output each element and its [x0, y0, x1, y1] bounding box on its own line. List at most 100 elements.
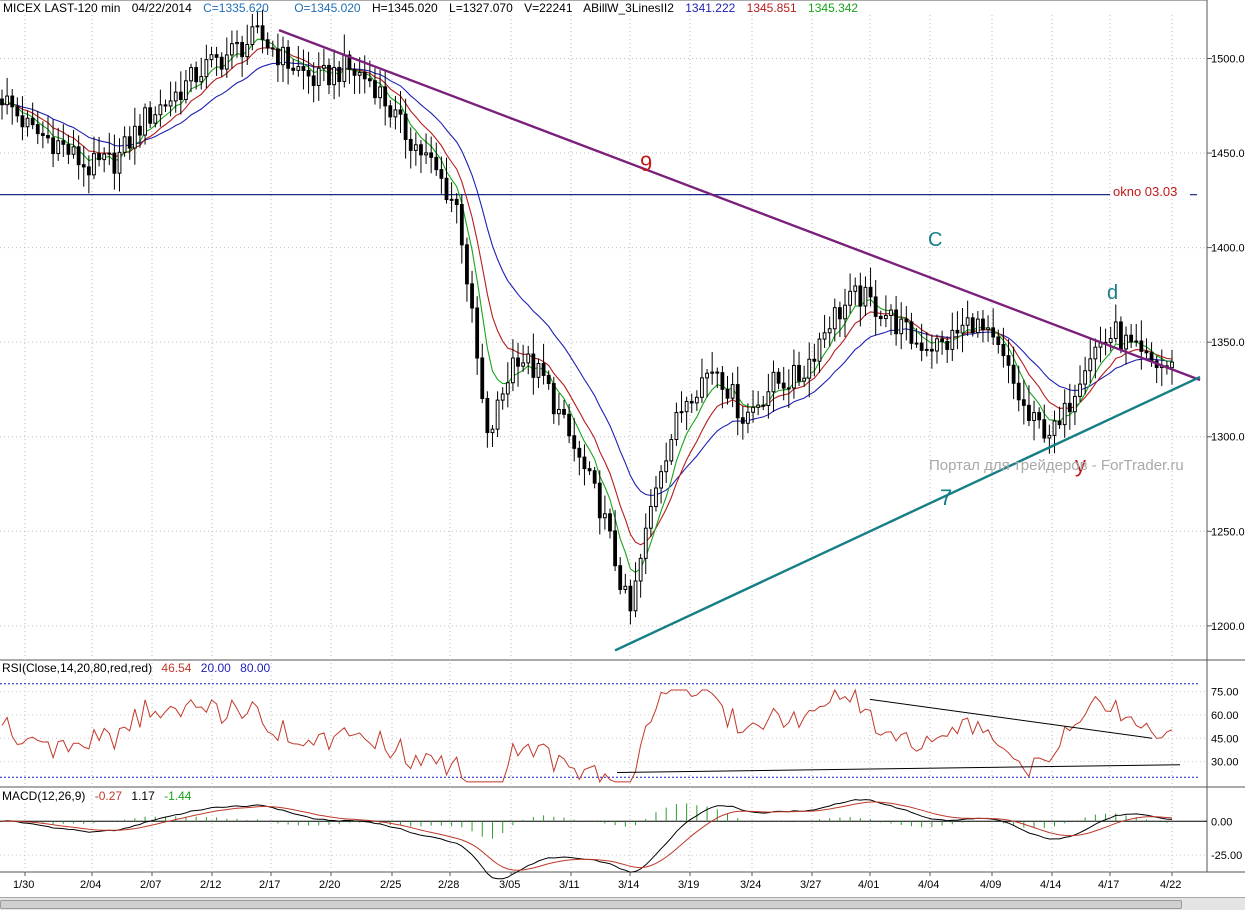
candle-body	[674, 412, 679, 440]
candle-body	[797, 364, 801, 382]
candle-body	[1139, 340, 1144, 352]
candle-body	[352, 68, 357, 76]
candle-body	[30, 117, 35, 126]
candle-body	[664, 460, 669, 473]
date-tick-label: 3/11	[559, 879, 580, 891]
candle-body	[541, 362, 546, 376]
candle-body	[219, 56, 224, 70]
candle-body	[572, 435, 577, 449]
candle-body	[679, 411, 684, 414]
ma-blue-line	[1, 61, 1173, 497]
trendline-7	[614, 375, 1201, 652]
candle-body	[914, 342, 919, 345]
candle-body	[393, 109, 398, 118]
candle-body	[260, 25, 265, 41]
candle-body	[945, 340, 950, 350]
candle-body	[71, 146, 76, 155]
date-tick-label: 4/14	[1040, 879, 1061, 891]
candle-body	[378, 86, 382, 99]
candle-body	[659, 471, 663, 489]
horizontal-scrollbar[interactable]	[0, 897, 1245, 910]
candle-body	[562, 408, 566, 415]
candle-body	[153, 114, 158, 124]
date-tick-label: 2/17	[259, 879, 280, 891]
candle-body	[383, 86, 388, 107]
candle-body	[567, 413, 572, 437]
candle-body	[827, 328, 832, 334]
watermark: Портал для трейдеров - ForTrader.ru	[929, 457, 1184, 474]
candle-body	[623, 585, 628, 590]
candle-body	[1057, 420, 1062, 426]
date-tick-label: 2/04	[80, 879, 101, 891]
candle-body	[924, 348, 929, 351]
candle-body	[132, 125, 137, 149]
rsi-label: RSI(Close,14,20,80,red,red)	[2, 661, 152, 675]
wave-c-label: C	[928, 229, 942, 251]
candle-body	[35, 124, 40, 135]
candle-body	[214, 54, 219, 58]
candle-body	[270, 47, 275, 50]
candle-body	[1032, 412, 1036, 421]
rsi-tick-label: 45.00	[1211, 733, 1239, 745]
candle-body	[209, 54, 214, 61]
candle-body	[439, 169, 444, 179]
candle-body	[715, 371, 720, 374]
candle-body	[996, 336, 1001, 346]
candle-body	[526, 353, 531, 364]
candle-body	[929, 348, 934, 352]
candle-body	[138, 125, 142, 136]
candle-body	[265, 39, 270, 49]
price-tick-label: 1350.00	[1211, 337, 1245, 349]
wave-7-label: 7	[940, 485, 952, 510]
candle-body	[0, 98, 4, 106]
candle-body	[56, 140, 61, 155]
candle-body	[1113, 321, 1118, 339]
candle-body	[725, 388, 730, 399]
date-tick-label: 3/19	[678, 879, 699, 891]
rsi-line	[1, 688, 1173, 784]
candle-body	[321, 64, 326, 69]
candle-body	[255, 25, 260, 28]
candle-body	[1119, 321, 1123, 350]
rsi-tick-label: 30.00	[1211, 757, 1239, 769]
header-high: H=1345.020	[372, 1, 438, 15]
candle-body	[868, 286, 873, 298]
candle-body	[168, 100, 173, 107]
candle-body	[388, 105, 393, 118]
macd-header: MACD(12,26,9) -0.27 1.17 -1.44	[2, 789, 192, 803]
trendlines	[278, 29, 1201, 652]
candle-body	[858, 285, 863, 307]
candle-body	[122, 136, 127, 153]
candle-body	[848, 290, 853, 306]
candle-body	[311, 75, 316, 86]
date-tick-label: 1/30	[13, 879, 34, 891]
candle-body	[883, 314, 888, 320]
candle-body	[940, 338, 944, 342]
price-tick-label: 1300.00	[1211, 432, 1245, 444]
candle-body	[15, 106, 20, 117]
scrollbar-thumb[interactable]	[0, 900, 1182, 909]
grid	[0, 15, 1207, 872]
candle-body	[102, 153, 107, 161]
candle-body	[495, 399, 500, 430]
rsi-support-line	[616, 764, 1181, 774]
candle-body	[470, 283, 474, 309]
candle-body	[240, 41, 245, 58]
candle-body	[740, 417, 745, 424]
rsi-tick-label: 75.00	[1211, 687, 1239, 699]
candle-body	[710, 371, 715, 374]
candle-body	[184, 80, 188, 100]
level-label: okno 03.03	[1113, 184, 1177, 199]
candle-body	[643, 527, 648, 559]
candle-body	[148, 107, 153, 124]
candle-body	[117, 151, 122, 174]
candle-body	[705, 372, 709, 379]
candle-body	[597, 482, 602, 519]
candle-body	[536, 362, 541, 378]
trendline-9	[278, 29, 1201, 382]
candle-body	[889, 309, 893, 316]
date-tick-label: 2/12	[200, 879, 221, 891]
header-close: C=1335.620	[203, 1, 269, 15]
candle-body	[413, 144, 418, 151]
candle-body	[689, 400, 694, 404]
